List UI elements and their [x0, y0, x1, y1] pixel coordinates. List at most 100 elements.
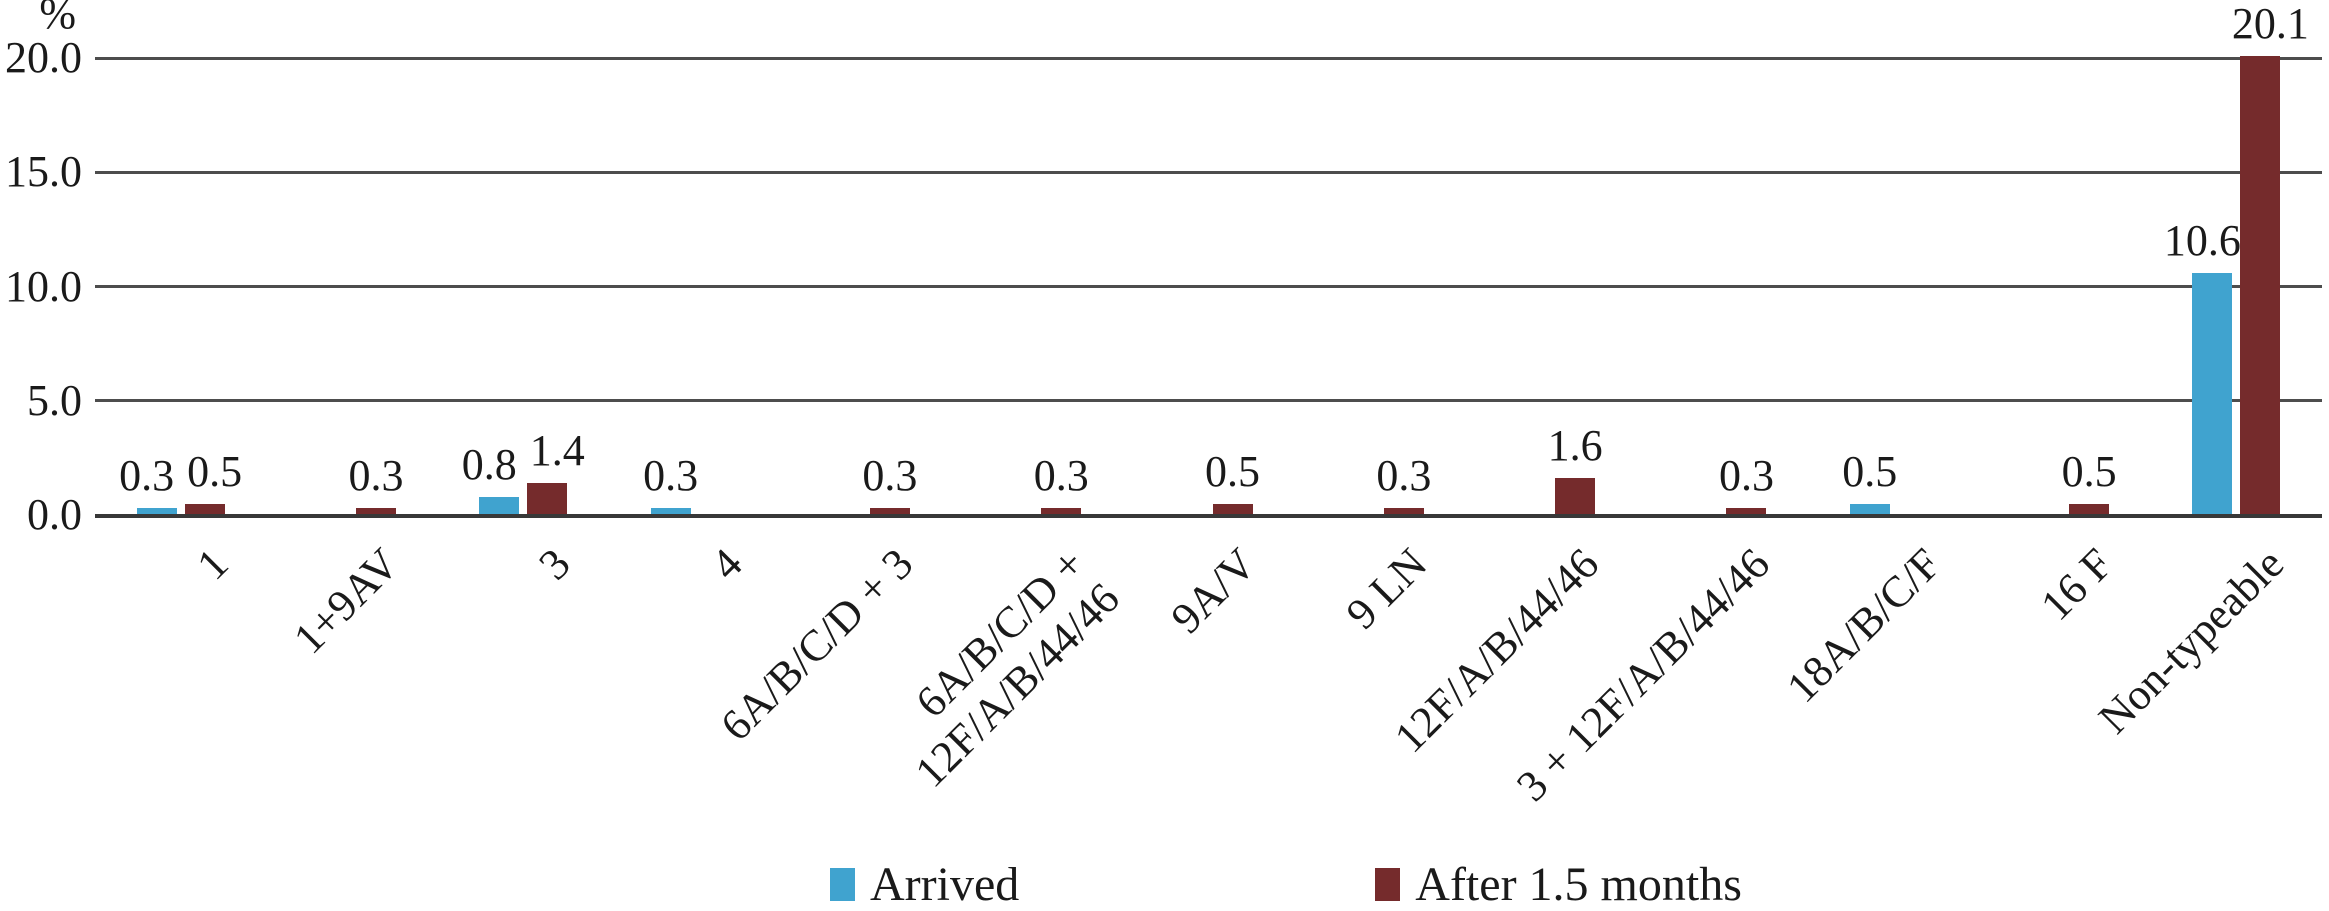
x-category-label: Non-typeable — [2089, 539, 2294, 743]
y-tick-label: 0.0 — [27, 490, 82, 539]
legend-label: After 1.5 months — [1415, 858, 1742, 911]
bar-after-1-5-months — [1383, 508, 1424, 515]
slot-arrived — [1165, 58, 1205, 515]
data-label: 0.3 — [643, 451, 699, 500]
gridline-10.0 — [95, 285, 2322, 288]
slot-arrived — [1336, 58, 1376, 515]
category-4: 0.3 4 — [609, 58, 780, 590]
gridline-20.0 — [95, 56, 2322, 60]
x-category-label: 4 — [701, 539, 752, 590]
slot-arrived — [993, 58, 1033, 515]
bar-arrived — [2192, 273, 2233, 515]
legend-label: Arrived — [870, 858, 1020, 911]
data-label: 1.6 — [1547, 421, 1603, 470]
slot-after-1-5-months: 0.5 — [1205, 58, 1260, 515]
category-11: 0.5 18A/B/C/F — [1777, 58, 1979, 712]
category-9: 1.6 12F/A/B/44/46 — [1385, 58, 1637, 763]
y-tick-label: 5.0 — [27, 375, 82, 425]
x-category-label: 3 — [529, 539, 580, 590]
data-label: 0.5 — [1842, 447, 1898, 496]
slot-arrived: 0.3 — [643, 58, 698, 515]
category-7: 0.5 9A/V — [1123, 58, 1294, 643]
bar-after-1-5-months — [1555, 478, 1596, 515]
legend-swatch-arrived — [830, 868, 855, 901]
y-tick-label: 15.0 — [5, 147, 82, 197]
category-2: 0.3 1+9AV — [266, 58, 437, 664]
data-label: 10.6 — [2163, 216, 2241, 265]
bar-after-1-5-months — [1212, 504, 1253, 515]
bar-after-1-5-months — [1041, 508, 1082, 515]
slot-after-1-5-months: 1.4 — [527, 58, 585, 515]
slot-after-1-5-months: 0.5 — [184, 58, 242, 515]
data-label: 0.5 — [2061, 447, 2117, 496]
y-tick-label: 20.0 — [5, 33, 82, 82]
slot-after-1-5-months: 1.6 — [1548, 58, 1603, 515]
bars-container: 0.3 0.5 1 0.3 1+9AV 0.8 1.4 3 0.3 4 0.3 6A/B/C/D + … — [95, 2, 2322, 811]
bar-after-1-5-months — [184, 504, 225, 515]
category-10: 0.3 3 + 12F/A/B/44/46 — [1507, 58, 1808, 811]
bar-after-1-5-months — [2240, 56, 2281, 515]
gridline-0.0 — [95, 514, 2322, 518]
y-tick-label: 10.0 — [5, 261, 82, 311]
bar-after-1-5-months — [1726, 508, 1767, 515]
x-category-label: 1+9AV — [284, 539, 409, 664]
x-category-label: 9A/V — [1161, 539, 1266, 643]
bar-after-1-5-months — [2069, 504, 2110, 515]
data-label: 0.8 — [461, 440, 517, 489]
slot-arrived — [822, 58, 862, 515]
slot-arrived: 0.5 — [1842, 58, 1897, 515]
slot-arrived: 10.6 — [2164, 58, 2241, 515]
gridline-15.0 — [95, 170, 2322, 174]
data-label: 0.3 — [1718, 451, 1774, 500]
category-13: 10.6 20.1 Non-typeable — [2089, 2, 2322, 743]
legend-item-after-1-5-months: After 1.5 months — [1375, 858, 1742, 911]
bar-arrived — [479, 497, 520, 515]
bar-after-1-5-months — [527, 483, 568, 515]
data-label: 0.3 — [1376, 451, 1432, 500]
plot-area: 0.3 0.5 1 0.3 1+9AV 0.8 1.4 3 0.3 4 0.3 6A/B/C/D + … — [95, 2, 2322, 811]
slot-after-1-5-months: 0.3 — [862, 58, 917, 515]
x-category-label: 1 — [187, 539, 238, 590]
data-label: 0.3 — [348, 451, 404, 500]
slot-arrived — [1507, 58, 1547, 515]
legend-item-arrived: Arrived — [830, 858, 1019, 911]
bar-after-1-5-months — [869, 508, 910, 515]
data-label: 0.5 — [1205, 447, 1261, 496]
slot-after-1-5-months: 0.5 — [2062, 58, 2117, 515]
y-axis-unit-label: % — [39, 0, 76, 38]
x-category-label: 9 LN — [1337, 539, 1437, 639]
slot-after-1-5-months: 0.3 — [1719, 58, 1774, 515]
data-label: 0.5 — [187, 447, 243, 496]
slot-arrived: 0.3 — [119, 58, 177, 515]
x-category-label: 16 F — [2030, 539, 2122, 630]
slot-after-1-5-months: 0.3 — [1034, 58, 1089, 515]
category-5: 0.3 6A/B/C/D + 3 — [711, 58, 951, 751]
data-label: 1.4 — [529, 426, 585, 475]
bar-after-1-5-months — [355, 508, 396, 515]
slot-after-1-5-months — [1898, 58, 1938, 515]
data-label: 0.3 — [862, 451, 918, 500]
gridline-5.0 — [95, 399, 2322, 403]
bar-arrived — [650, 508, 691, 515]
category-12: 0.5 16 F — [1979, 58, 2150, 630]
slot-after-1-5-months — [699, 58, 739, 515]
bar-arrived — [1849, 504, 1890, 515]
category-6: 0.3 6A/B/C/D + 12F/A/B/44/46 — [906, 58, 1129, 797]
data-label: 0.3 — [1033, 451, 1089, 500]
slot-after-1-5-months: 0.3 — [1376, 58, 1431, 515]
category-3: 0.8 1.4 3 — [438, 58, 609, 590]
bar-arrived — [136, 508, 177, 515]
legend-swatch-after-1-5-months — [1375, 868, 1401, 901]
category-1: 0.3 0.5 1 — [95, 58, 266, 590]
category-8: 0.3 9 LN — [1294, 58, 1465, 639]
x-category-label: 18A/B/C/F — [1777, 539, 1951, 712]
slot-after-1-5-months: 0.3 — [348, 58, 403, 515]
slot-after-1-5-months: 20.1 — [2232, 2, 2309, 515]
slot-arrived — [1678, 58, 1718, 515]
data-label: 20.1 — [2231, 0, 2309, 48]
legend: Arrived After 1.5 months — [830, 858, 1742, 911]
slot-arrived — [2021, 58, 2061, 515]
data-label: 0.3 — [119, 451, 175, 500]
slot-arrived — [308, 58, 348, 515]
